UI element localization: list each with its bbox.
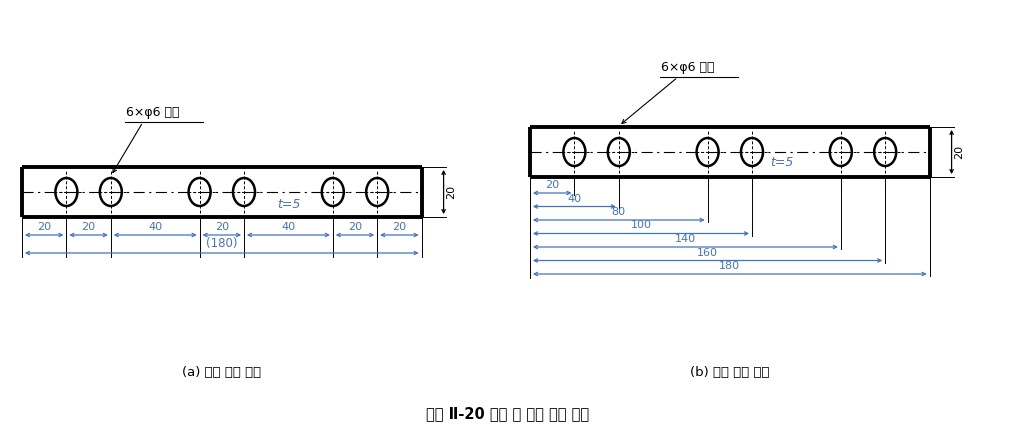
Text: (b) 병렬 치수 기입: (b) 병렬 치수 기입 (690, 365, 769, 378)
Text: 20: 20 (955, 145, 964, 159)
Text: 그림 Ⅱ-20 직렬 및 병렬 치수 기입: 그림 Ⅱ-20 직렬 및 병렬 치수 기입 (427, 407, 589, 422)
Text: 80: 80 (612, 207, 626, 217)
Text: 20: 20 (447, 185, 456, 199)
Text: 100: 100 (631, 220, 651, 231)
Text: 160: 160 (697, 248, 718, 257)
Text: 140: 140 (675, 234, 696, 244)
Text: 6×φ6 구멅: 6×φ6 구멅 (661, 61, 714, 74)
Text: 20: 20 (546, 180, 559, 190)
Text: 40: 40 (281, 222, 296, 232)
Text: t=5: t=5 (770, 156, 793, 168)
Text: 20: 20 (214, 222, 229, 232)
Text: 20: 20 (81, 222, 96, 232)
Text: 20: 20 (38, 222, 51, 232)
Text: (180): (180) (206, 237, 238, 250)
Text: 20: 20 (347, 222, 362, 232)
Text: 40: 40 (148, 222, 163, 232)
Text: t=5: t=5 (277, 197, 301, 210)
Text: (a) 직렬 치수 기입: (a) 직렬 치수 기입 (182, 365, 261, 378)
Text: 20: 20 (392, 222, 406, 232)
Text: 40: 40 (567, 194, 581, 203)
Text: 6×φ6 구멅: 6×φ6 구멅 (126, 106, 180, 119)
Text: 180: 180 (719, 261, 741, 271)
